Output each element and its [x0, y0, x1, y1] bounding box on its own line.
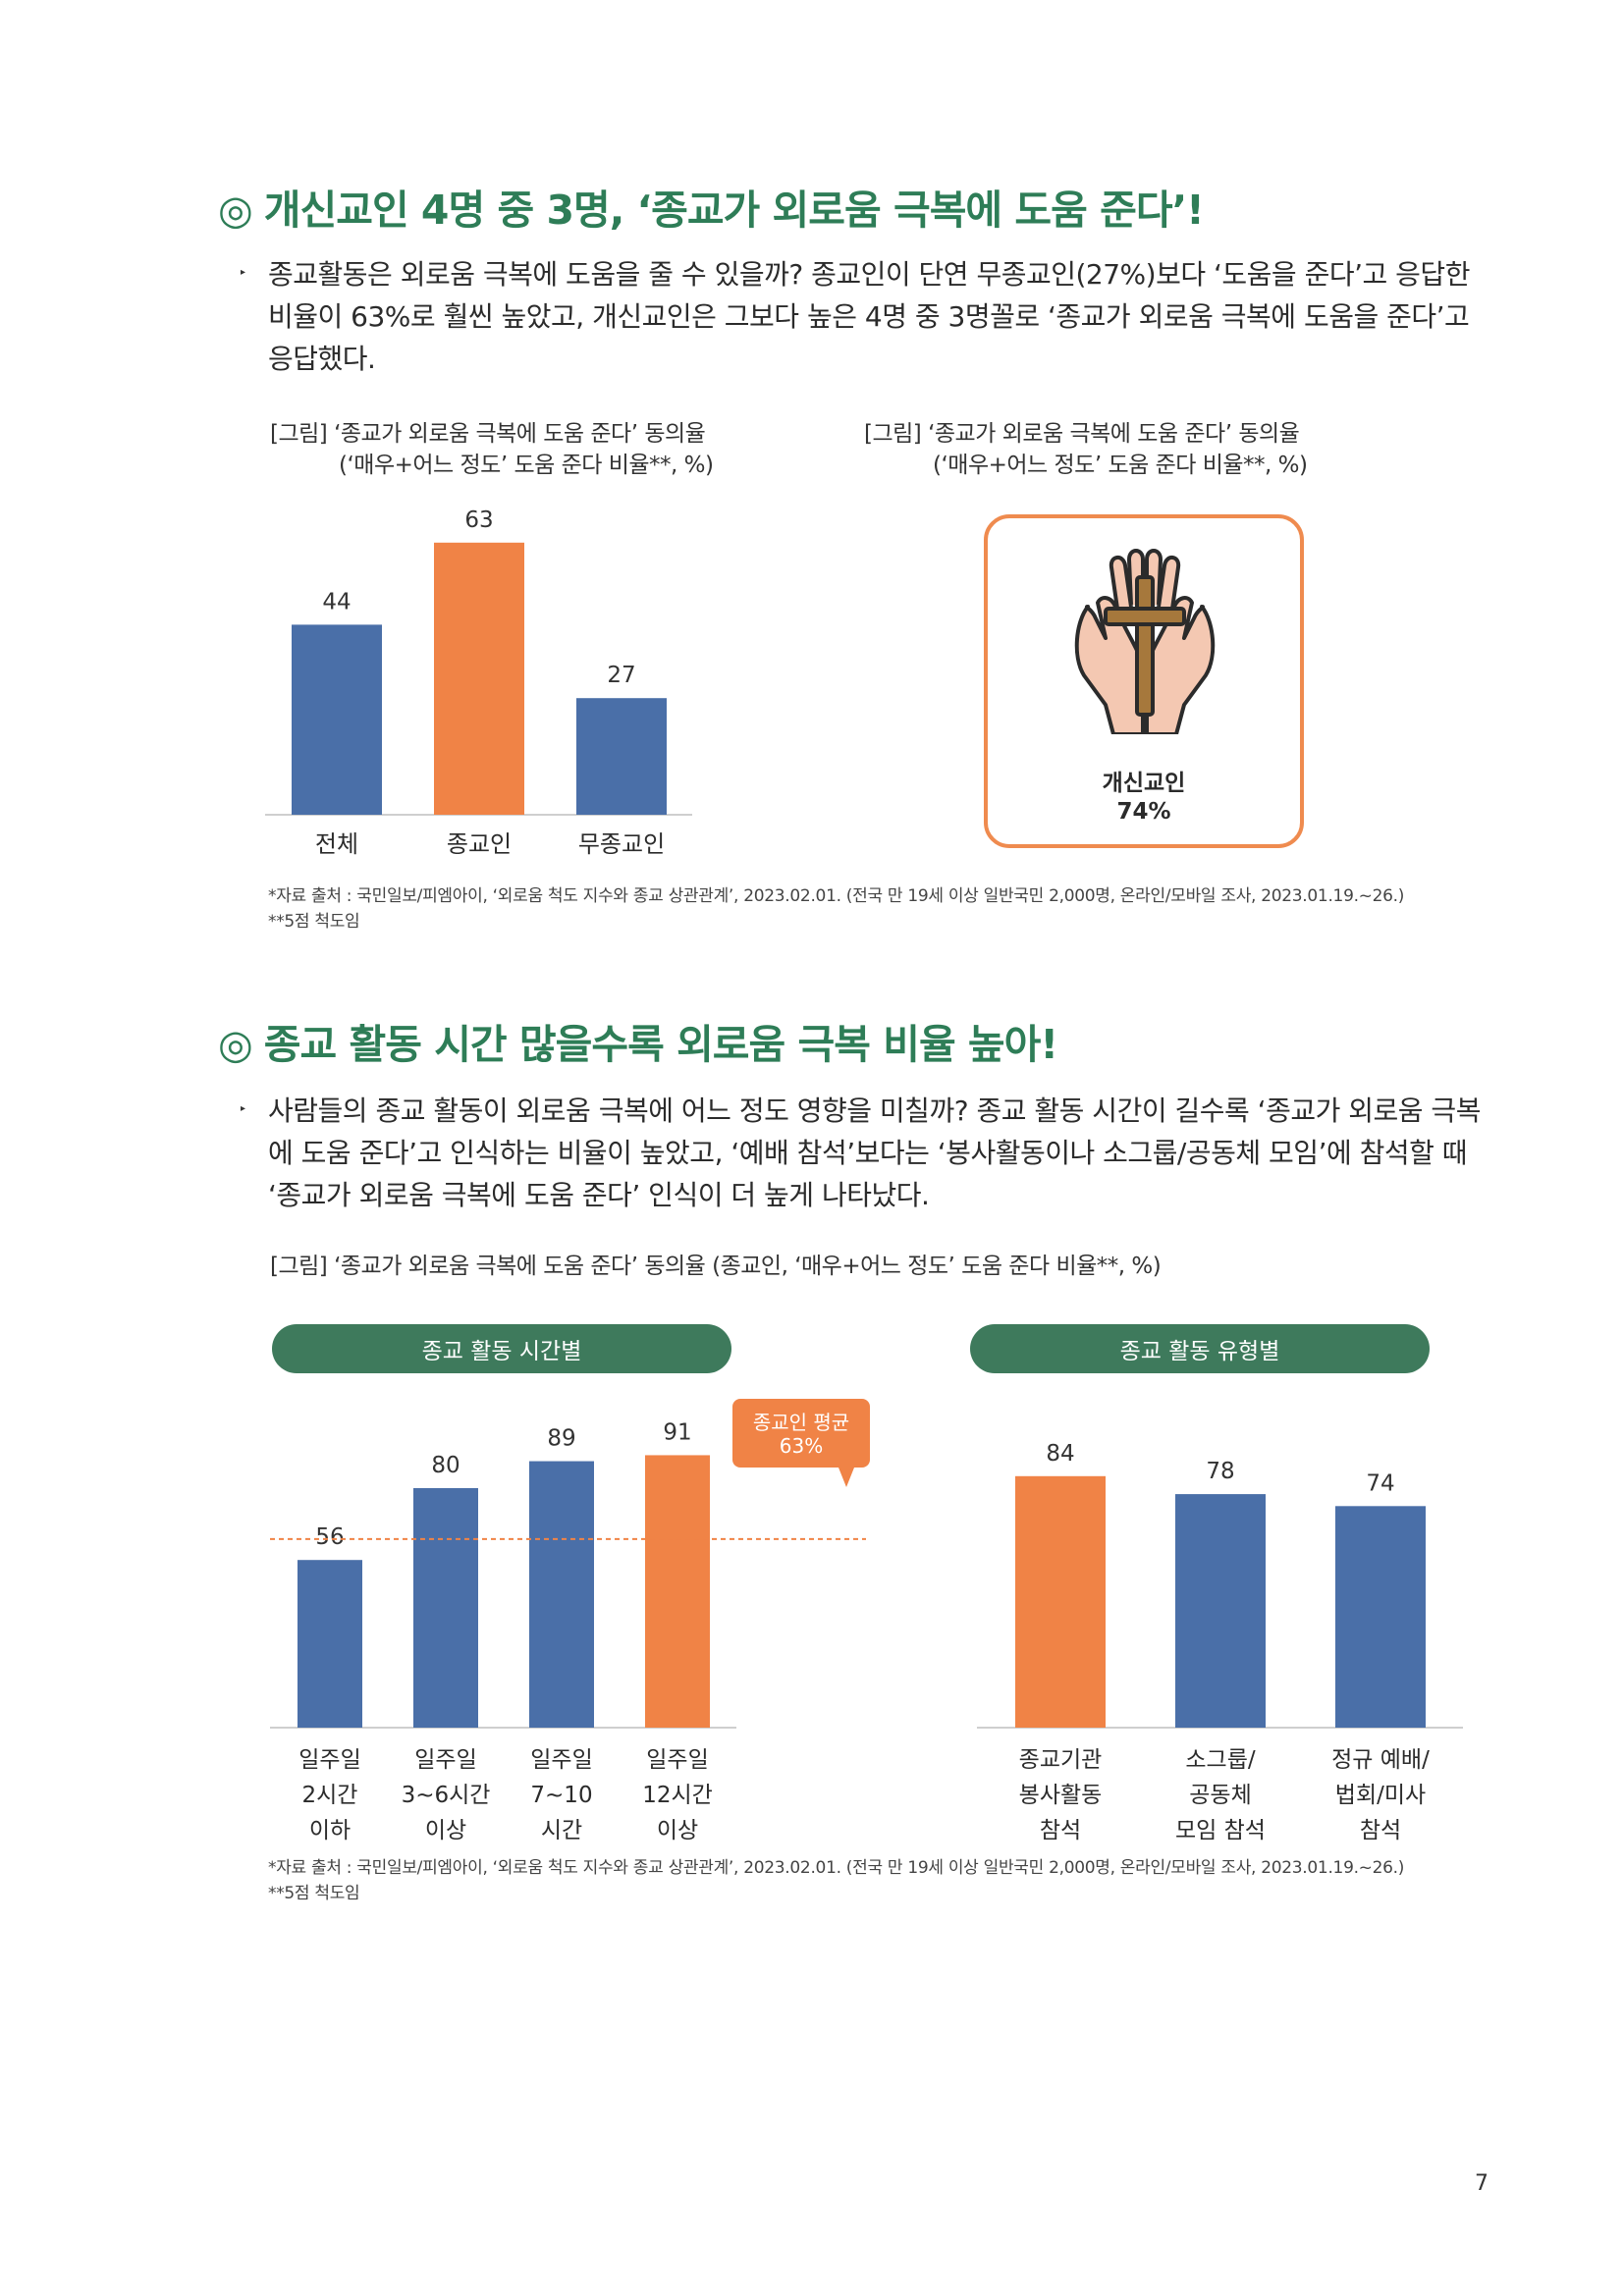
value-label: 84: [1046, 1441, 1074, 1467]
average-callout-label: 종교인 평균: [752, 1411, 850, 1434]
category-label: 종교기관: [1019, 1747, 1103, 1773]
category-label: 참석: [1360, 1818, 1401, 1843]
average-callout: 종교인 평균 63%: [732, 1399, 870, 1487]
category-label: 참석: [1040, 1818, 1081, 1843]
category-label: 일주일: [530, 1747, 592, 1773]
section2-source: *자료 출처 : 국민일보/피엠아이, ‘외로움 척도 지수와 종교 상관관계’…: [268, 1858, 1405, 1878]
section2-title: ◎ 종교 활동 시간 많을수록 외로움 극복 비율 높아!: [218, 1011, 1058, 1070]
bar: [645, 1455, 710, 1728]
section2-caption: [그림] ‘종교가 외로움 극복에 도움 준다’ 동의율 (종교인, ‘매우+어…: [270, 1254, 1162, 1279]
section1-source: *자료 출처 : 국민일보/피엠아이, ‘외로움 척도 지수와 종교 상관관계’…: [268, 886, 1405, 906]
bar: [529, 1461, 594, 1728]
double-circle-icon: ◎: [218, 187, 253, 234]
protestant-card: 개신교인 74%: [984, 514, 1304, 848]
bullet-icon: ▸: [241, 1103, 246, 1114]
section1-note: **5점 척도임: [268, 912, 360, 932]
category-label: 일주일: [298, 1747, 360, 1773]
bar: [1175, 1494, 1266, 1728]
bar: [576, 698, 667, 815]
category-label: 모임 참석: [1175, 1818, 1266, 1843]
category-label: 3~6시간: [402, 1783, 491, 1808]
section1-paragraph: 종교활동은 외로움 극복에 도움을 줄 수 있을까? 종교인이 단연 무종교인(…: [268, 258, 1470, 375]
category-label: 소그룹/: [1185, 1747, 1255, 1773]
section2-title-text: 종교 활동 시간 많을수록 외로움 극복 비율 높아!: [263, 1021, 1058, 1068]
bar: [1015, 1475, 1106, 1728]
category-label: 종교인: [447, 830, 512, 858]
value-label: 89: [547, 1426, 575, 1452]
double-circle-icon: ◎: [218, 1021, 253, 1068]
value-label: 56: [315, 1524, 344, 1550]
bar: [413, 1488, 478, 1728]
section1-title-text: 개신교인 4명 중 3명, ‘종교가 외로움 극복에 도움 준다’!: [263, 187, 1205, 234]
card-caption-line1: [그림] ‘종교가 외로움 극복에 도움 준다’ 동의율: [864, 421, 1300, 447]
bar: [1335, 1506, 1426, 1728]
category-label: 이하: [309, 1818, 351, 1843]
value-label: 91: [663, 1419, 691, 1445]
bar: [434, 542, 524, 815]
category-label: 무종교인: [578, 830, 665, 858]
category-label: 이상: [657, 1818, 698, 1843]
card-caption-line2: (‘매우+어느 정도’ 도움 준다 비율**, %): [933, 453, 1308, 478]
category-label: 시간: [541, 1818, 582, 1843]
bar: [298, 1560, 362, 1728]
section2-note: **5점 척도임: [268, 1884, 360, 1903]
value-label: 80: [431, 1453, 460, 1478]
section2-paragraph: 사람들의 종교 활동이 외로움 극복에 어느 정도 영향을 미칠까? 종교 활동…: [268, 1095, 1481, 1211]
category-label: 일주일: [646, 1747, 708, 1773]
bar: [292, 624, 382, 815]
card-value: 74%: [1116, 799, 1171, 825]
bullet-icon: ▸: [241, 267, 246, 278]
section1-title: ◎ 개신교인 4명 중 3명, ‘종교가 외로움 극복에 도움 준다’!: [218, 177, 1205, 236]
page-number: 7: [1475, 2171, 1488, 2196]
category-label: 12시간: [642, 1783, 713, 1808]
pill-by-time: 종교 활동 시간별: [272, 1324, 731, 1373]
category-label: 정규 예배/: [1331, 1747, 1430, 1773]
value-label: 44: [322, 589, 351, 614]
pill-by-type: 종교 활동 유형별: [970, 1324, 1430, 1373]
card-label: 개신교인: [1102, 771, 1186, 796]
value-label: 78: [1206, 1459, 1234, 1484]
praying-hands-cross-icon: [1074, 549, 1216, 734]
value-label: 63: [464, 507, 493, 533]
category-label: 일주일: [414, 1747, 476, 1773]
category-label: 2시간: [302, 1783, 358, 1808]
category-label: 공동체: [1189, 1783, 1251, 1808]
value-label: 27: [607, 663, 635, 688]
category-label: 법회/미사: [1335, 1783, 1426, 1808]
chart1-caption-line1: [그림] ‘종교가 외로움 극복에 도움 준다’ 동의율: [270, 421, 706, 447]
category-label: 이상: [425, 1818, 466, 1843]
chart1-caption-line2: (‘매우+어느 정도’ 도움 준다 비율**, %): [339, 453, 714, 478]
category-label: 봉사활동: [1019, 1783, 1103, 1808]
average-callout-value: 63%: [779, 1434, 824, 1458]
value-label: 74: [1366, 1470, 1394, 1496]
chart1-bar-chart: 44 전체 63 종교인 27 무종교인: [265, 507, 692, 858]
category-label: 7~10: [530, 1783, 592, 1808]
category-label: 전체: [315, 830, 358, 858]
